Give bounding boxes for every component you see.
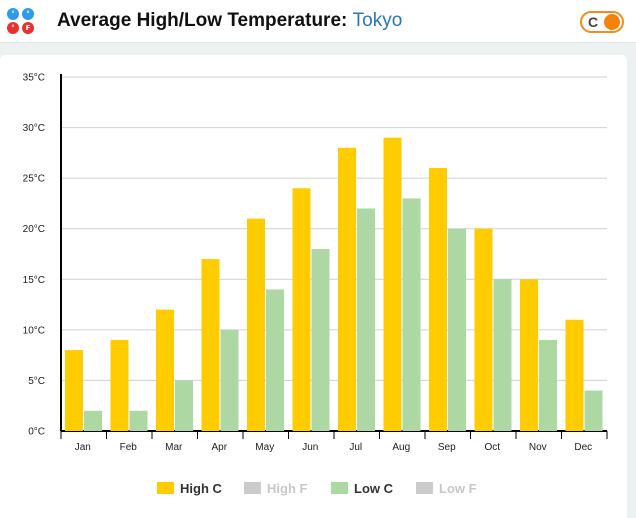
bar-low-c[interactable] (357, 208, 375, 431)
legend-swatch[interactable] (331, 482, 348, 494)
legend-label[interactable]: Low F (439, 481, 477, 496)
y-tick-label: 5°C (28, 376, 45, 387)
legend-swatch[interactable] (416, 482, 433, 494)
y-tick-label: 35°C (23, 73, 45, 84)
unit-dot-icon: ° (7, 8, 19, 20)
x-tick-label: Jul (349, 442, 362, 453)
unit-toggle-label: C (588, 14, 599, 30)
x-tick-label: May (255, 442, 274, 453)
bar-high-c[interactable] (520, 279, 538, 431)
x-tick-label: Dec (574, 442, 592, 453)
bar-high-c[interactable] (383, 137, 402, 431)
city-name[interactable]: Tokyo (352, 10, 403, 31)
x-tick-label: Aug (392, 442, 410, 453)
unit-dot-icon: ° (7, 22, 19, 34)
page-title: Average High/Low Temperature: Tokyo (57, 10, 402, 32)
y-tick-label: 20°C (23, 224, 45, 235)
bar-low-c[interactable] (311, 248, 330, 431)
y-tick-label: 0°C (28, 427, 45, 438)
x-tick-label: Nov (529, 442, 547, 453)
legend-label[interactable]: High F (267, 481, 307, 496)
x-tick-label: Mar (165, 442, 183, 453)
bar-high-c[interactable] (247, 218, 265, 431)
legend-swatch[interactable] (157, 482, 174, 494)
x-tick-label: Feb (120, 442, 138, 453)
y-tick-label: 15°C (23, 275, 45, 286)
bar-high-c[interactable] (474, 228, 493, 431)
x-tick-label: Jun (302, 442, 318, 453)
unit-dot-icon: ° (22, 8, 34, 20)
title-prefix: Average High/Low Temperature: (57, 10, 353, 31)
bar-high-c[interactable] (565, 319, 584, 431)
bar-high-c[interactable] (65, 350, 83, 431)
legend-swatch[interactable] (244, 482, 261, 494)
bar-high-c[interactable] (110, 339, 129, 431)
legend-label[interactable]: Low C (354, 481, 394, 496)
temperature-chart: 0°C 5°C 10°C 15°C 20°C 25°C 30°C 35°C Jan Feb Mar A… (23, 73, 608, 496)
bar-low-c[interactable] (84, 410, 102, 431)
toggle-knob-icon (604, 14, 620, 30)
x-tick-label: Jan (75, 442, 91, 453)
bar-low-c[interactable] (220, 329, 239, 431)
bar-high-c[interactable] (156, 309, 174, 431)
chart-card: 0°C 5°C 10°C 15°C 20°C 25°C 30°C 35°C Jan Feb Mar A… (0, 55, 627, 518)
legend-label[interactable]: High C (180, 481, 222, 496)
unit-toggle[interactable]: C (580, 11, 624, 33)
bar-low-c[interactable] (493, 279, 512, 431)
bar-high-c[interactable] (429, 168, 447, 431)
y-tick-label: 25°C (23, 174, 45, 185)
x-tick-label: Apr (211, 442, 227, 453)
bar-high-c[interactable] (338, 147, 356, 432)
bar-low-c[interactable] (448, 228, 466, 431)
x-tick-label: Sep (438, 442, 456, 453)
unit-dot-icon: F (22, 22, 34, 34)
y-tick-label: 30°C (23, 123, 45, 134)
y-tick-label: 10°C (23, 325, 45, 336)
bar-low-c[interactable] (539, 339, 557, 431)
bar-low-c[interactable] (129, 410, 148, 431)
bar-low-c[interactable] (584, 390, 603, 431)
bar-high-c[interactable] (292, 188, 311, 431)
x-tick-label: Oct (484, 442, 500, 453)
bar-low-c[interactable] (402, 198, 421, 431)
bar-low-c[interactable] (175, 380, 193, 431)
unit-switch-icon[interactable]: ° ° ° F (7, 8, 37, 36)
header-bar: ° ° ° F Average High/Low Temperature: To… (0, 0, 636, 43)
bar-low-c[interactable] (266, 289, 284, 431)
bar-high-c[interactable] (201, 259, 220, 431)
